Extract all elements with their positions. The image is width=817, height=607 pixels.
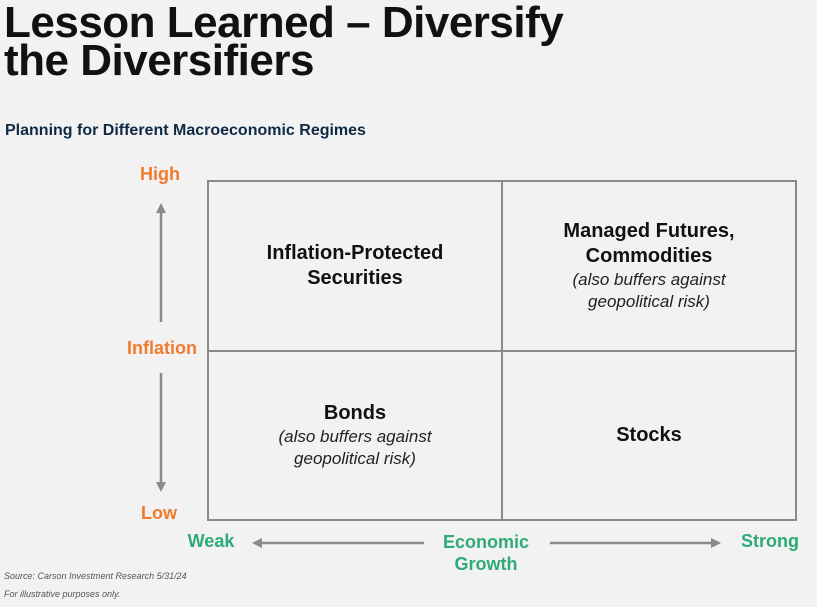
quadrant-low-inflation-strong-growth: Stocks <box>503 352 795 519</box>
grid-horizontal-divider <box>209 350 795 352</box>
growth-axis-label-line-1: Economic <box>442 532 530 552</box>
quadrant-note-line-2: geopolitical risk) <box>588 292 710 311</box>
quadrant-title-line-1: Stocks <box>616 424 682 446</box>
quadrant-note-line-2: geopolitical risk) <box>294 449 416 468</box>
title-line-1: Lesson Learned – Diversify <box>4 0 564 47</box>
inflation-high-label: High <box>140 164 180 184</box>
quadrant-high-inflation-strong-growth: Managed Futures, Commodities (also buffe… <box>503 182 795 350</box>
disclaimer-note: For illustrative purposes only. <box>4 589 121 599</box>
quadrant-title-line-1: Inflation-Protected <box>266 242 444 264</box>
quadrant-note-line-1: (also buffers against <box>572 270 726 289</box>
page-subtitle: Planning for Different Macroeconomic Reg… <box>5 122 366 139</box>
growth-axis-label-line-2: Growth <box>454 554 518 574</box>
inflation-low-label: Low <box>141 503 177 523</box>
quadrant-title-line-1: Bonds <box>323 402 387 424</box>
quadrant-title-line-2: Commodities <box>585 245 713 267</box>
quadrant-high-inflation-weak-growth: Inflation-Protected Securities <box>209 182 501 350</box>
quadrant-note-line-1: (also buffers against <box>278 427 432 446</box>
inflation-axis-label: Inflation <box>127 338 197 358</box>
growth-weak-label: Weak <box>187 531 235 551</box>
source-note: Source: Carson Investment Research 5/31/… <box>4 571 187 581</box>
page-title: Lesson Learned – Diversify the Diversifi… <box>4 0 704 85</box>
growth-axis-label: Economic Growth <box>430 531 542 575</box>
quadrant-low-inflation-weak-growth: Bonds (also buffers against geopolitical… <box>209 352 501 519</box>
title-line-2: the Diversifiers <box>4 36 314 85</box>
growth-strong-label: Strong <box>741 531 799 551</box>
quadrant-title-line-2: Securities <box>307 267 403 289</box>
regime-grid: Inflation-Protected Securities Managed F… <box>207 180 797 521</box>
quadrant-title-line-1: Managed Futures, <box>563 220 735 242</box>
